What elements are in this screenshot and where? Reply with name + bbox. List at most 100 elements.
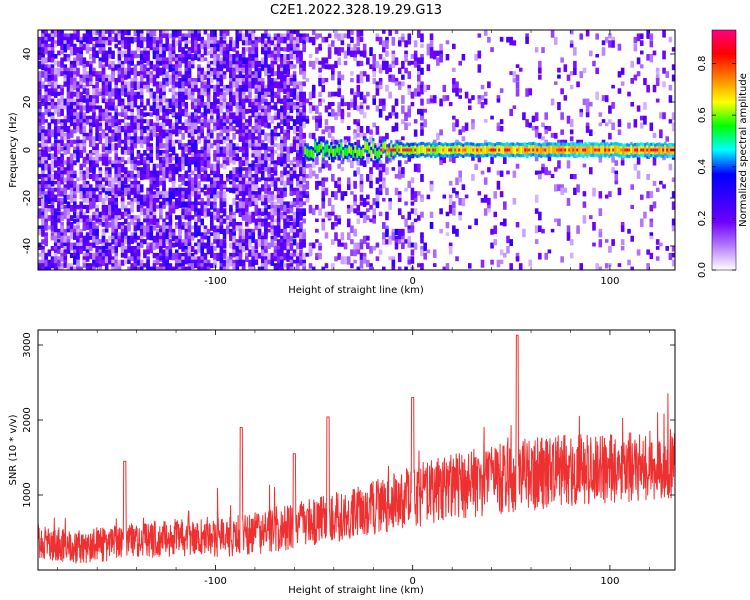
heatmap-cell [57,36,61,42]
heatmap-cell [187,139,192,146]
heatmap-cell [407,259,412,265]
heatmap-cell [327,112,332,117]
heatmap-cell [343,33,348,39]
heatmap-cell [324,211,329,218]
heatmap-cell [407,122,412,127]
heatmap-cell [257,146,262,152]
heatmap-cell [346,184,351,191]
heatmap-cell [41,57,45,65]
heatmap-cell [276,246,281,250]
heatmap-cell [213,174,217,181]
heatmap-cell [41,187,45,193]
heatmap-cell [184,249,189,255]
heatmap-cell [194,54,198,61]
heatmap-cell [496,180,501,190]
heatmap-cell [209,242,214,248]
heatmap-cell [553,218,558,223]
heatmap-cell [82,263,87,268]
heatmap-cell [346,30,351,39]
heatmap-cell [66,146,71,155]
heatmap-cell [522,112,526,121]
heatmap-cell [162,30,166,37]
heatmap-cell [114,201,119,208]
heatmap-cell [245,256,249,262]
heatmap-cell [222,40,227,47]
heatmap-cell [104,256,109,264]
heatmap-cell [235,30,240,37]
heatmap-cell [229,156,233,164]
heatmap-cell [111,88,115,97]
heatmap-cell [41,180,45,187]
heatmap-cell [238,119,243,128]
heatmap-cell [79,91,83,99]
heatmap-cell [127,150,131,156]
heatmap-cell [69,191,74,195]
heatmap-cell [143,239,147,245]
heatmap-cell [98,218,103,226]
heatmap-cell [630,102,634,107]
heatmap-cell [143,105,147,111]
heatmap-cell [340,95,345,100]
heatmap-cell [66,180,71,186]
heatmap-cell [38,211,42,219]
heatmap-cell [197,225,201,233]
heatmap-cell [235,36,240,43]
heatmap-cell [85,180,90,188]
heatmap-cell [206,198,211,207]
heatmap-cell [286,84,291,92]
heatmap-cell [197,160,201,166]
heatmap-cell [245,228,249,233]
heatmap-cell [369,170,373,175]
heatmap-cell [576,225,580,234]
heatmap-cell [50,91,55,96]
heatmap-cell [604,36,609,43]
heatmap-cell [264,43,268,49]
heatmap-cell [101,204,106,209]
heatmap-cell [53,132,58,140]
heatmap-cell [273,143,278,148]
heatmap-cell [85,184,90,192]
heatmap-cell [162,33,166,38]
heatmap-cell [238,222,243,228]
heatmap-cell [152,91,157,97]
heatmap-cell [187,235,192,241]
heatmap-cell [245,57,249,65]
heatmap-cell [283,225,287,232]
heatmap-cell [639,115,644,121]
heatmap-cell [162,242,166,249]
heatmap-cell [92,112,96,120]
heatmap-cell [534,153,539,162]
signal-peak [410,148,414,152]
heatmap-cell [273,228,278,237]
heatmap-cell [573,174,577,180]
heatmap-cell [85,78,90,85]
heatmap-cell [152,74,157,81]
heatmap-cell [165,194,169,202]
heatmap-cell [168,266,173,270]
heatmap-cell [127,60,131,65]
heatmap-cell [671,112,675,121]
heatmap-cell [331,211,335,216]
heatmap-cell [47,191,52,197]
heatmap-cell [378,184,383,190]
heatmap-cell [98,33,103,39]
heatmap-cell [159,105,163,113]
heatmap-cell [668,36,673,43]
heatmap-cell [432,249,437,258]
heatmap-cell [181,208,185,214]
heatmap-cell [152,36,157,45]
heatmap-cell [353,180,357,189]
heatmap-cell [477,54,482,59]
heatmap-cell [331,126,335,133]
heatmap-cell [286,222,291,229]
heatmap-cell [439,129,443,136]
heatmap-cell [280,54,284,58]
heatmap-cell [41,266,45,270]
heatmap-cell [152,259,157,266]
heatmap-cell [184,232,189,241]
heatmap-cell [512,71,517,78]
heatmap-cell [171,74,176,80]
heatmap-cell [337,215,341,220]
heatmap-cell [404,218,408,228]
heatmap-cell [139,102,144,108]
